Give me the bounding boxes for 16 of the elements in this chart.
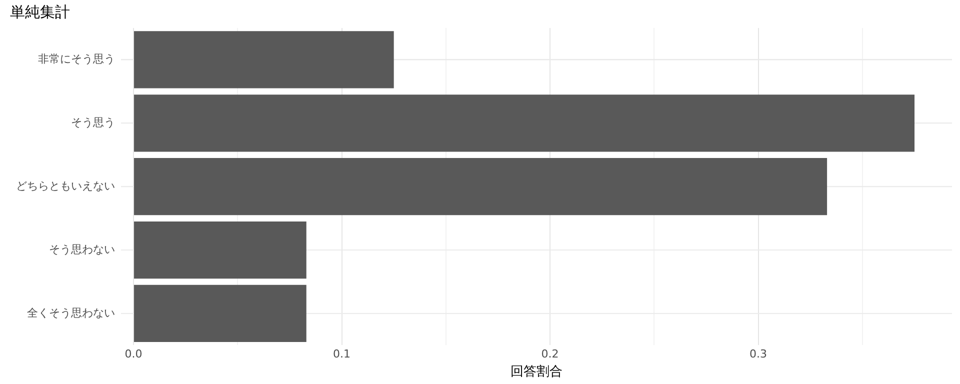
y-tick-label: どちらともいえない — [16, 179, 115, 192]
x-axis-title: 回答割合 — [510, 364, 562, 380]
y-tick-label: そう思わない — [49, 242, 115, 256]
chart-title: 単純集計 — [10, 2, 70, 21]
y-tick-label: 非常にそう思う — [38, 52, 115, 66]
y-tick-label: そう思う — [71, 116, 115, 130]
bar — [134, 221, 306, 279]
bar — [134, 94, 915, 152]
bar — [134, 31, 394, 88]
x-tick-label: 0.3 — [750, 348, 768, 361]
bar — [134, 158, 828, 216]
y-tick-label: 全くそう思わない — [27, 306, 115, 320]
bar — [134, 284, 306, 342]
x-tick-label: 0.2 — [541, 348, 559, 361]
x-tick-label: 0.0 — [124, 348, 142, 361]
x-tick-label: 0.1 — [333, 348, 351, 361]
